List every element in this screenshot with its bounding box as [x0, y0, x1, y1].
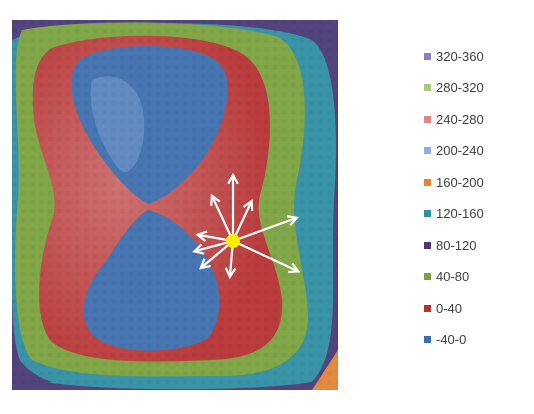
legend-swatch — [424, 336, 431, 343]
legend-item: 40-80 — [424, 269, 469, 285]
arrow-shaft — [232, 240, 299, 273]
legend-label: 40-80 — [436, 269, 470, 284]
arrow-shaft — [232, 200, 253, 242]
arrow-head — [199, 258, 211, 270]
legend-item: 120-160 — [424, 206, 484, 222]
legend-swatch — [424, 84, 431, 91]
legend-item: 80-120 — [424, 237, 476, 253]
legend-swatch — [424, 178, 431, 186]
legend-swatch — [424, 241, 431, 249]
legend-label: -40-0 — [436, 332, 467, 347]
legend-item: 0-40 — [424, 300, 462, 316]
legend-swatch — [424, 273, 431, 280]
legend-item: 280-320 — [424, 80, 484, 96]
arrow-head — [227, 172, 239, 185]
arrow-shaft — [210, 195, 234, 242]
arrow-head — [286, 215, 300, 226]
legend-swatch — [424, 210, 431, 217]
legend-item: 240-280 — [424, 111, 484, 127]
arrow-head — [192, 243, 205, 255]
arrow-head — [224, 267, 237, 280]
legend-item: -40-0 — [424, 332, 466, 348]
legend-swatch — [424, 52, 431, 60]
surface-mesh — [12, 20, 338, 390]
legend-label: 0-40 — [436, 300, 463, 316]
current-point-marker — [226, 234, 240, 248]
legend-item: 200-240 — [424, 143, 484, 159]
legend-item: 320-360 — [424, 48, 484, 64]
legend-item: 160-200 — [424, 174, 484, 190]
surface-plot — [12, 20, 338, 390]
legend-label: 320-360 — [436, 48, 484, 64]
arrow-head — [210, 193, 221, 206]
arrow-head — [242, 199, 254, 212]
legend-swatch — [424, 304, 431, 312]
arrow-shaft — [232, 216, 298, 243]
legend-label: 200-240 — [436, 143, 484, 158]
legend-label: 80-120 — [436, 237, 477, 253]
arrow-head — [195, 230, 208, 242]
legend-swatch — [424, 147, 431, 154]
legend-swatch — [424, 115, 431, 123]
legend-label: 240-280 — [436, 111, 484, 127]
legend-label: 120-160 — [436, 206, 484, 221]
legend-label: 280-320 — [436, 80, 484, 95]
legend-label: 160-200 — [436, 174, 484, 190]
arrow-head — [288, 262, 301, 274]
